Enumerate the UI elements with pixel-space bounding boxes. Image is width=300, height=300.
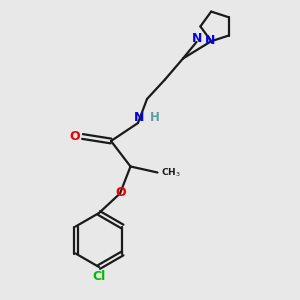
Text: O: O (115, 185, 126, 199)
Text: O: O (70, 130, 80, 143)
Text: N: N (192, 32, 202, 45)
Text: N: N (134, 111, 144, 124)
Text: Cl: Cl (92, 270, 106, 283)
Text: N: N (205, 34, 215, 47)
Text: H: H (150, 111, 159, 124)
Text: CH$_3$: CH$_3$ (161, 167, 181, 179)
